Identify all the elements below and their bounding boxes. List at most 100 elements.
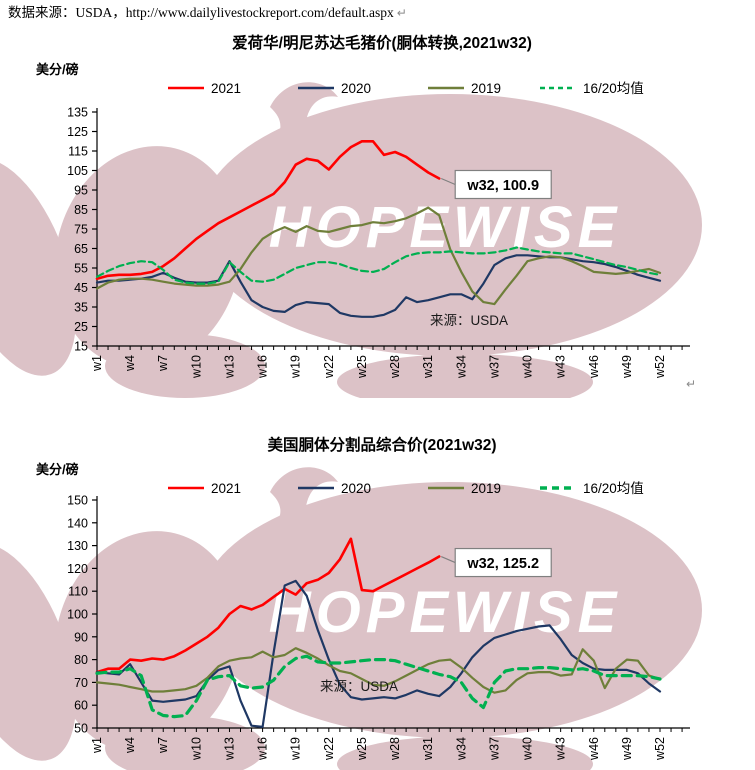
y-tick-label: 80 <box>74 653 88 667</box>
legend-label: 2021 <box>211 81 241 96</box>
y-tick-label: 120 <box>67 562 88 576</box>
axes <box>96 496 690 729</box>
x-tick-label: w4 <box>123 737 137 754</box>
series-line-2019 <box>95 206 662 306</box>
series-line-16/20均值 <box>95 654 662 719</box>
legend-label: 2019 <box>471 481 501 496</box>
y-tick-label: 95 <box>74 184 88 198</box>
callout-box <box>454 547 552 578</box>
y-tick-label: 130 <box>67 539 88 553</box>
y-tick-label: 100 <box>67 608 88 622</box>
y-tick-label: 140 <box>67 516 88 530</box>
y-tick-label: 60 <box>74 699 88 713</box>
pig-ear-shape <box>270 467 338 529</box>
y-tick-label: 45 <box>74 281 88 295</box>
x-tick-label: w43 <box>554 737 568 761</box>
y-tick-label: 25 <box>74 320 88 334</box>
legend-label: 2020 <box>341 81 371 96</box>
y-tick-label: 35 <box>74 301 88 315</box>
hog-price-chart-svg: HOPEWISE 爱荷华/明尼苏达毛猪价(胴体转换,2021w32) 美分/磅 202… <box>0 33 702 398</box>
annotation-callout: w32, 125.2 <box>440 547 552 578</box>
y-axis-unit-label: 美分/磅 <box>36 62 79 77</box>
pig-ear-shape <box>270 82 338 144</box>
callout-box <box>454 169 552 200</box>
x-tick-label: w10 <box>189 737 203 761</box>
y-tick-label: 75 <box>74 223 88 237</box>
x-tick-label: w31 <box>421 355 435 379</box>
legend-label: 2021 <box>211 481 241 496</box>
legend-item-2020: 2020 <box>298 481 371 496</box>
pig-front-leg-shape <box>105 716 265 770</box>
x-tick-label: w37 <box>487 737 501 761</box>
data-source-line: 数据来源：USDA，http://www.dailylivestockrepor… <box>0 0 755 26</box>
y-tick-label: 70 <box>74 676 88 690</box>
pig-body-shape <box>198 94 702 356</box>
x-tick-label: w13 <box>222 737 236 761</box>
watermark-pig <box>0 82 702 398</box>
x-tick-label: w1 <box>90 737 104 754</box>
x-tick-label: w34 <box>454 737 468 761</box>
annotation-label: w32, 125.2 <box>466 556 539 572</box>
y-tick-label: 65 <box>74 242 88 256</box>
y-tick-label: 110 <box>68 585 88 599</box>
x-tick-label: w16 <box>256 355 270 379</box>
x-tick-label: w13 <box>222 355 236 379</box>
x-tick-label: w46 <box>587 737 601 761</box>
chart-title: 爱荷华/明尼苏达毛猪价(胴体转换,2021w32) <box>232 33 532 52</box>
annotation-label: w32, 100.9 <box>466 178 539 194</box>
pig-front-leg-shape <box>105 334 265 398</box>
y-tick-label: 105 <box>67 164 88 178</box>
pig-cheek-shape <box>0 543 76 761</box>
x-tick-label: w16 <box>256 737 270 761</box>
return-mark-icon: ↵ <box>396 6 407 20</box>
legend-item-2021: 2021 <box>168 481 241 496</box>
x-tick-label: w19 <box>289 737 303 761</box>
x-tick-label: w10 <box>189 355 203 379</box>
series-line-2021 <box>95 140 441 280</box>
legend-label: 2019 <box>471 81 501 96</box>
x-tick-label: w34 <box>454 355 468 379</box>
x-tick-label: w37 <box>487 355 501 379</box>
x-tick-label: w31 <box>421 737 435 761</box>
legend-item-2020: 2020 <box>298 81 371 96</box>
callout-leader-line <box>440 177 456 186</box>
data-source-text: 数据来源：USDA，http://www.dailylivestockrepor… <box>8 5 394 20</box>
series-line-2019 <box>95 647 662 694</box>
x-tick-label: w4 <box>123 355 137 372</box>
source-note: 来源：USDA <box>320 679 398 694</box>
x-tick-label: w46 <box>587 355 601 379</box>
x-tick-label: w25 <box>355 737 369 761</box>
y-tick-label: 90 <box>74 630 88 644</box>
pig-head-shape <box>54 146 242 368</box>
y-tick-label: 15 <box>74 340 88 354</box>
y-tick-label: 150 <box>67 494 88 508</box>
y-tick-label: 50 <box>74 722 88 736</box>
legend-item-16/20均值: 16/20均值 <box>540 481 644 496</box>
pig-hind-leg-shape <box>337 354 593 398</box>
callout-leader-line <box>440 555 456 564</box>
x-tick-label: w40 <box>521 355 535 379</box>
x-tick-label: w25 <box>355 355 369 379</box>
x-tick-label: w7 <box>156 737 170 754</box>
watermark-text: HOPEWISE <box>269 580 622 645</box>
x-tick-label: w28 <box>388 737 402 761</box>
x-tick-label: w52 <box>653 355 667 379</box>
chart-hog-price: HOPEWISE 爱荷华/明尼苏达毛猪价(胴体转换,2021w32) 美分/磅 202… <box>0 26 755 398</box>
x-tick-label: w40 <box>521 737 535 761</box>
y-tick-label: 115 <box>68 145 88 159</box>
legend-item-2019: 2019 <box>428 481 501 496</box>
legend-label: 2020 <box>341 481 371 496</box>
y-tick-label: 135 <box>67 106 88 120</box>
x-tick-label: w22 <box>322 737 336 761</box>
x-tick-label: w28 <box>388 355 402 379</box>
axes <box>96 108 690 347</box>
legend-item-2019: 2019 <box>428 81 501 96</box>
series-line-2021 <box>95 537 441 674</box>
watermark-text: HOPEWISE <box>269 195 622 260</box>
legend-item-2021: 2021 <box>168 81 241 96</box>
legend-item-16/20均值: 16/20均值 <box>540 81 644 96</box>
return-mark-icon: ↵ <box>686 377 696 391</box>
x-tick-label: w1 <box>90 355 104 372</box>
pig-hind-leg-shape <box>337 736 593 770</box>
